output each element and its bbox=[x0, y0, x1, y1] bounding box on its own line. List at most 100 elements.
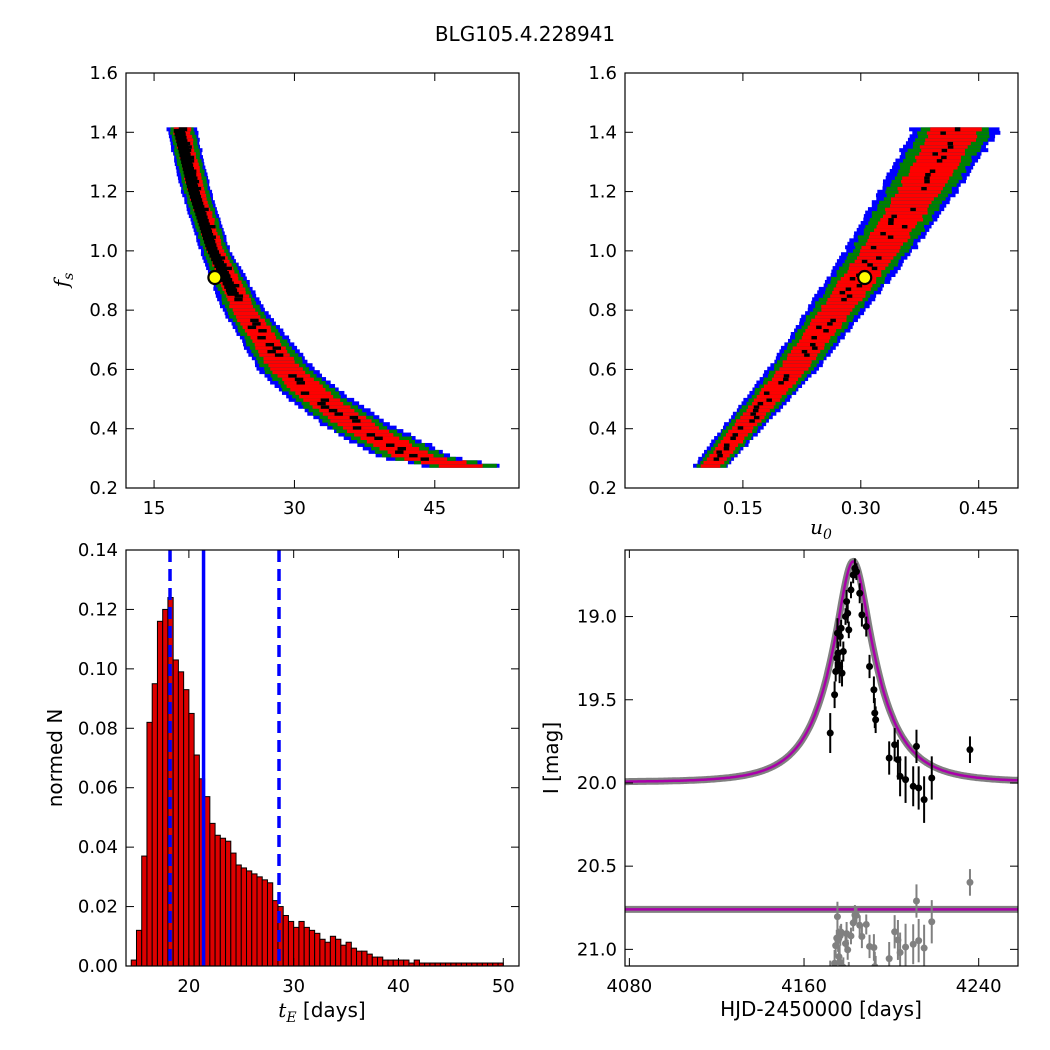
cell-sigma2 bbox=[857, 255, 894, 260]
cell-sigma1 bbox=[211, 257, 223, 262]
histogram-bar bbox=[230, 852, 237, 967]
cell-sigma2 bbox=[912, 162, 960, 167]
data-point bbox=[844, 609, 852, 617]
y-axis-label: I [mag] bbox=[539, 722, 563, 794]
cell-sigma2 bbox=[867, 238, 908, 243]
histogram-bar bbox=[135, 929, 143, 967]
cell-sigma1 bbox=[185, 177, 197, 182]
cell-sigma1 bbox=[181, 163, 194, 168]
x-tick-label: 45 bbox=[423, 498, 446, 519]
cell-sigma1 bbox=[753, 415, 760, 420]
data-point bbox=[856, 589, 864, 597]
cell-sigma1 bbox=[288, 373, 297, 378]
cell-sigma2 bbox=[869, 231, 910, 236]
cell-sigma2 bbox=[252, 338, 280, 343]
cell-sigma2 bbox=[883, 214, 923, 219]
cell-sigma2 bbox=[848, 266, 886, 271]
cell-sigma1 bbox=[187, 187, 199, 192]
residual-point bbox=[896, 949, 904, 957]
histogram-bar bbox=[377, 956, 384, 967]
cell-sigma2 bbox=[860, 248, 900, 253]
y-tick-label: 0.2 bbox=[89, 478, 118, 499]
histogram-bar bbox=[146, 721, 153, 967]
cell-sigma2 bbox=[728, 429, 753, 434]
cell-sigma2 bbox=[347, 429, 390, 434]
residual-point bbox=[836, 958, 844, 966]
cell-sigma1 bbox=[941, 155, 947, 160]
cell-sigma2 bbox=[928, 134, 978, 139]
y-tick-label: 0.10 bbox=[78, 659, 118, 680]
cell-sigma2 bbox=[811, 318, 847, 323]
cell-sigma1 bbox=[812, 345, 818, 350]
cell-sigma2 bbox=[337, 422, 375, 427]
figure-title: BLG105.4.228941 bbox=[435, 22, 615, 46]
residual-point bbox=[844, 946, 852, 954]
histogram-bar bbox=[177, 671, 185, 967]
cell-sigma1 bbox=[395, 449, 404, 454]
panel-tE-histogram: 20 30 40 50 0.00 0.02 0.04 0.06 0.08 0.10 0.12 0.14… bbox=[43, 540, 520, 1026]
cell-sigma2 bbox=[259, 352, 290, 357]
cell-sigma1 bbox=[947, 141, 954, 146]
cell-sigma1 bbox=[352, 418, 361, 423]
cell-sigma1 bbox=[349, 415, 359, 420]
data-point bbox=[912, 742, 920, 750]
cell-sigma1 bbox=[891, 214, 897, 219]
data-point bbox=[839, 648, 847, 656]
residual-point bbox=[852, 911, 860, 919]
cell-sigma1 bbox=[861, 259, 868, 264]
cell-sigma2 bbox=[700, 463, 721, 468]
data-point bbox=[838, 669, 846, 677]
residual-point bbox=[885, 955, 893, 963]
cell-sigma1 bbox=[247, 325, 257, 330]
cell-sigma1 bbox=[177, 146, 190, 151]
cell-sigma2 bbox=[748, 404, 774, 409]
histogram-bar bbox=[266, 882, 274, 967]
x-tick-label: 0.45 bbox=[959, 498, 999, 519]
cell-sigma1 bbox=[265, 342, 275, 347]
cell-sigma2 bbox=[366, 439, 410, 444]
histogram-bar bbox=[209, 822, 216, 967]
histogram-bar bbox=[141, 855, 148, 967]
data-point bbox=[862, 623, 870, 631]
cell-sigma1 bbox=[320, 397, 330, 402]
cell-sigma2 bbox=[854, 259, 891, 264]
y-tick-label: 0.4 bbox=[89, 419, 118, 440]
residual-point bbox=[858, 932, 866, 940]
histogram-bar bbox=[193, 754, 200, 967]
cell-sigma2 bbox=[270, 366, 303, 371]
cell-sigma1 bbox=[804, 352, 810, 357]
histogram-bar bbox=[272, 900, 279, 967]
cell-sigma2 bbox=[713, 449, 734, 454]
y-tick-label: 1.2 bbox=[89, 182, 118, 203]
cell-sigma2 bbox=[876, 224, 916, 229]
y-tick-label: 20.0 bbox=[577, 773, 617, 794]
cell-sigma2 bbox=[268, 363, 300, 368]
cell-sigma2 bbox=[832, 290, 866, 295]
cell-sigma2 bbox=[244, 328, 272, 333]
cell-sigma2 bbox=[295, 390, 332, 395]
histogram-bar bbox=[219, 837, 227, 967]
cell-sigma1 bbox=[730, 436, 736, 441]
histogram-bars bbox=[130, 597, 504, 967]
cell-sigma1 bbox=[267, 349, 276, 354]
histogram-bar bbox=[314, 932, 321, 967]
residual-point bbox=[845, 967, 852, 974]
cell-sigma2 bbox=[286, 384, 323, 388]
data-point bbox=[858, 611, 866, 619]
cell-sigma2 bbox=[229, 304, 253, 309]
data-point bbox=[852, 568, 860, 576]
cell-sigma1 bbox=[177, 142, 189, 147]
residual-point bbox=[839, 978, 846, 985]
histogram-bar bbox=[293, 926, 300, 967]
x-tick-label: 4240 bbox=[956, 976, 1002, 997]
histogram-bar bbox=[204, 796, 211, 967]
cell-sigma2 bbox=[787, 352, 818, 357]
cell-sigma1 bbox=[296, 380, 305, 385]
x-tick-label: 20 bbox=[177, 976, 200, 997]
cell-sigma1 bbox=[184, 173, 196, 178]
cell-sigma2 bbox=[299, 394, 334, 399]
cell-sigma1 bbox=[856, 283, 863, 288]
x-tick-label: 40 bbox=[387, 976, 410, 997]
cell-sigma2 bbox=[817, 311, 850, 316]
cell-sigma2 bbox=[236, 314, 261, 319]
